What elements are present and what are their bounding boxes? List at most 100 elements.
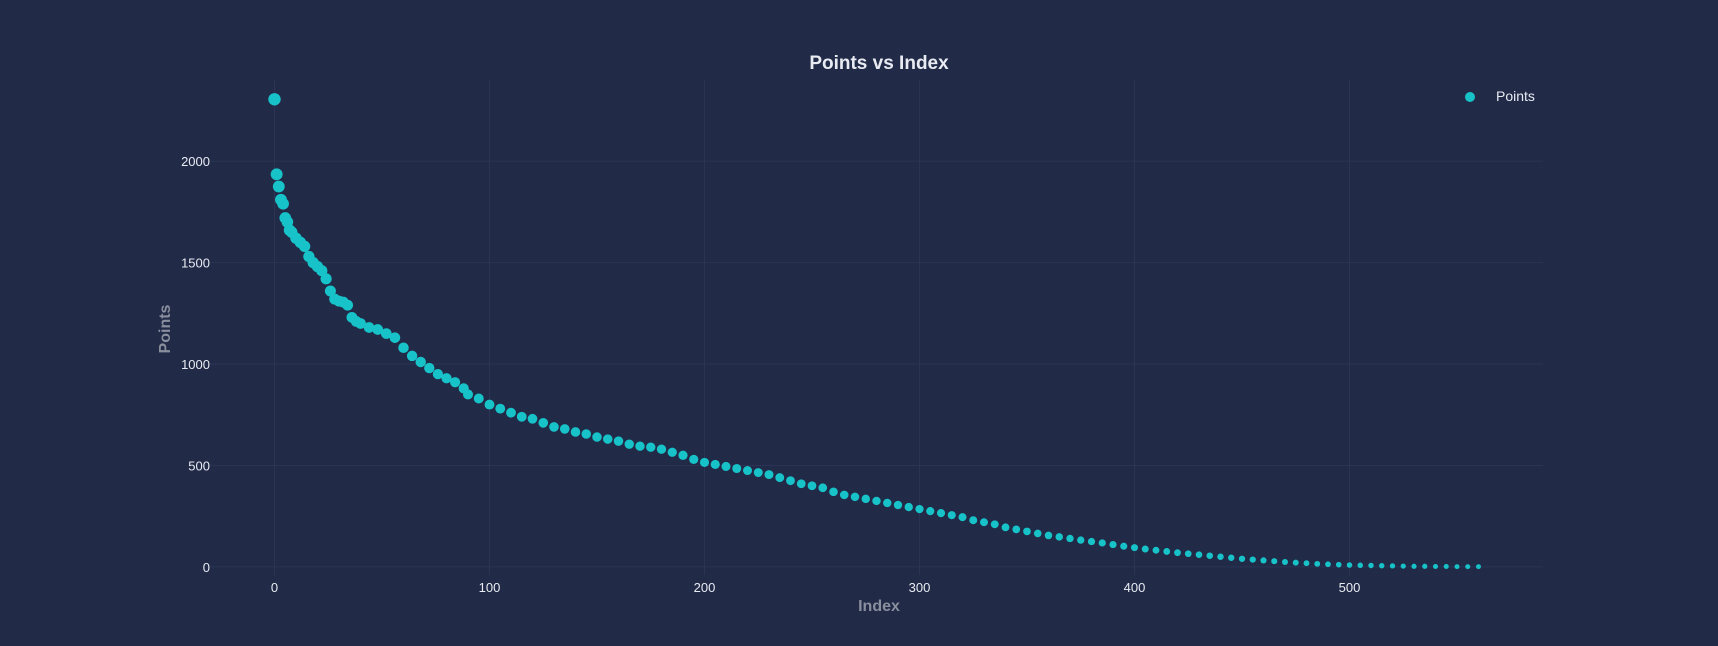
data-point <box>699 457 710 467</box>
data-point <box>1087 537 1096 546</box>
data-point <box>272 180 285 193</box>
data-point <box>1357 562 1363 569</box>
data-point <box>926 506 935 516</box>
data-point <box>603 434 613 444</box>
data-point <box>1195 551 1203 559</box>
data-point <box>450 377 461 388</box>
data-point <box>432 369 444 380</box>
data-point <box>1476 564 1481 570</box>
x-axis-label: Index <box>858 598 900 615</box>
data-point <box>1411 563 1417 569</box>
data-point <box>527 413 538 424</box>
data-point <box>990 520 999 529</box>
data-point <box>980 518 988 527</box>
data-point <box>1325 561 1331 568</box>
data-point <box>818 483 828 493</box>
data-point <box>1023 527 1031 536</box>
data-point <box>753 468 763 478</box>
data-point <box>646 442 656 452</box>
data-point <box>380 328 392 339</box>
data-point <box>1271 558 1278 565</box>
data-point <box>1163 548 1171 555</box>
data-point <box>1217 553 1224 560</box>
data-point <box>277 197 289 210</box>
data-point <box>1152 546 1160 554</box>
data-point <box>1184 550 1192 558</box>
data-point <box>270 168 283 181</box>
data-point <box>1044 531 1053 540</box>
data-point <box>298 240 311 253</box>
data-point <box>424 362 435 374</box>
data-point <box>936 509 946 518</box>
data-point <box>398 342 409 354</box>
y-tick-label: 1500 <box>181 256 210 271</box>
data-point <box>549 422 559 432</box>
data-point <box>915 504 924 514</box>
data-point <box>721 461 731 471</box>
data-point <box>1077 536 1085 544</box>
data-point <box>958 513 967 522</box>
data-point <box>743 466 752 476</box>
data-point <box>570 427 581 437</box>
data-point <box>1443 563 1449 570</box>
data-point <box>506 407 516 418</box>
data-point <box>1346 562 1353 568</box>
data-point <box>710 459 720 469</box>
data-point <box>861 494 870 504</box>
data-point <box>484 399 495 410</box>
data-point <box>1141 545 1149 553</box>
data-point <box>893 500 903 510</box>
data-point <box>807 481 817 491</box>
data-point <box>1260 557 1267 564</box>
data-point <box>1228 554 1235 561</box>
data-point <box>850 492 860 502</box>
data-point <box>969 516 978 525</box>
data-point <box>372 324 384 335</box>
grid <box>210 80 1543 575</box>
x-tick-label: 100 <box>479 580 501 595</box>
data-point <box>1281 559 1289 566</box>
data-point <box>786 476 795 486</box>
data-point <box>1368 562 1374 569</box>
x-tick-label: 500 <box>1339 580 1361 595</box>
data-point <box>1400 563 1406 569</box>
data-point <box>883 498 892 508</box>
data-point <box>775 473 785 483</box>
data-point <box>689 454 699 464</box>
data-point <box>613 436 624 446</box>
data-point <box>872 496 881 506</box>
data-point <box>415 356 426 368</box>
data-point <box>473 393 484 404</box>
data-point <box>1432 563 1439 570</box>
legend-label: Points <box>1496 88 1535 104</box>
chart-title: Points vs Index <box>809 53 949 74</box>
data-point <box>656 444 667 454</box>
data-point <box>363 322 375 333</box>
data-point <box>1238 555 1246 562</box>
data-point <box>462 389 474 400</box>
data-point <box>667 447 677 457</box>
data-point <box>495 403 506 414</box>
data-point <box>635 441 645 451</box>
data-point <box>1120 542 1128 550</box>
data-point <box>441 373 452 384</box>
data-point <box>1454 564 1460 570</box>
data-point <box>732 463 742 474</box>
data-point <box>1174 549 1181 557</box>
legend: Points <box>1465 88 1535 104</box>
y-tick-label: 1000 <box>181 357 210 372</box>
data-point <box>764 470 774 480</box>
data-point <box>839 490 849 500</box>
data-point <box>1379 562 1385 569</box>
y-tick-label: 2000 <box>181 154 210 169</box>
x-tick-label: 300 <box>909 580 931 595</box>
data-point <box>1001 523 1010 532</box>
data-point <box>1130 544 1139 552</box>
y-axis-ticks: 0 500 1000 1500 2000 <box>181 154 210 575</box>
data-point <box>829 487 838 497</box>
data-point <box>592 432 602 442</box>
data-point <box>947 511 956 520</box>
data-point <box>389 332 401 343</box>
data-point <box>342 299 354 311</box>
